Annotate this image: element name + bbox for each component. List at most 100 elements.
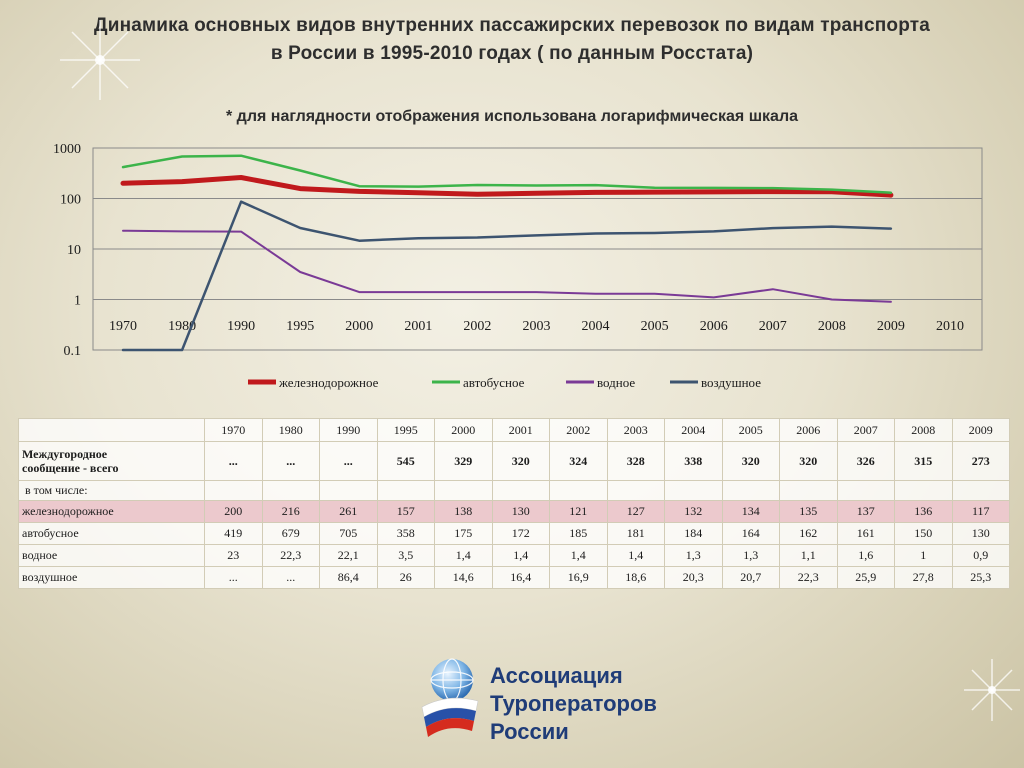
table-cell: 134: [721, 500, 780, 523]
data-table: 1970 1980 1990 1995 2000 2001 2002 2003 2004 2005…: [18, 418, 1010, 589]
table-cell: 18,6: [606, 566, 665, 589]
table-cell: 185: [549, 522, 608, 545]
table-cell: 20,3: [664, 566, 723, 589]
table-cell: 315: [894, 441, 953, 481]
table-cell: ...: [261, 441, 320, 481]
table-cell: 130: [951, 522, 1010, 545]
table-cell: ...: [204, 566, 263, 589]
table-cell: 1970: [204, 418, 263, 442]
table-cell: 1995: [376, 418, 435, 442]
row-label: Междугородное сообщение - всего: [18, 441, 205, 481]
table-cell: 2009: [951, 418, 1010, 442]
table-cell: 1,6: [836, 544, 895, 567]
table-cell: 679: [261, 522, 320, 545]
logo-line-2: Туроператоров: [490, 691, 657, 716]
table-cell: 338: [664, 441, 723, 481]
x-tick-label: 2000: [345, 319, 373, 334]
table-cell: 1,3: [721, 544, 780, 567]
x-tick-label: 2009: [877, 319, 905, 334]
row-label: в том числе:: [18, 480, 205, 501]
table-cell: 1,3: [664, 544, 723, 567]
row-label-line: Междугородное: [22, 447, 108, 461]
table-cell: ...: [319, 441, 378, 481]
x-tick-label: 2001: [404, 319, 432, 334]
table-cell: 705: [319, 522, 378, 545]
series-line-воздушное: [121, 200, 893, 352]
table-cell: 2006: [779, 418, 838, 442]
table-cell: 2001: [491, 418, 550, 442]
table-cell: 22,1: [319, 544, 378, 567]
table-cell: 328: [606, 441, 665, 481]
table-row: воздушное...... 86,4 26 14,6 16,4 16,9 18,6 20,…: [18, 566, 1010, 589]
y-tick-label: 1000: [53, 142, 81, 157]
y-tick-label: 0.1: [64, 344, 82, 359]
table-cell: 1: [894, 544, 953, 567]
x-tick-label: 1995: [286, 319, 314, 334]
sparkle-icon: [60, 20, 140, 100]
legend-label: железнодорожное: [278, 375, 379, 390]
table-cell: 1980: [261, 418, 320, 442]
table-cell: 22,3: [261, 544, 320, 567]
table-cell: 320: [491, 441, 550, 481]
table-cell: 329: [434, 441, 493, 481]
table-cell: 138: [434, 500, 493, 523]
table-row: автобусное 419 679 705 358 175 172 185 181 184 164…: [18, 522, 1010, 545]
x-tick-label: 2005: [641, 319, 669, 334]
row-label: воздушное: [18, 566, 205, 589]
table-cell: 2003: [606, 418, 665, 442]
table-cell: [779, 480, 838, 501]
logo-line-1: Ассоциация: [490, 663, 623, 688]
page-title: Динамика основных видов внутренних пасса…: [0, 12, 1024, 68]
title-line-2: в России в 1995-2010 годах ( по данным Р…: [270, 43, 754, 64]
table-cell: 2007: [836, 418, 895, 442]
table-cell: 14,6: [434, 566, 493, 589]
table-cell: [951, 480, 1010, 501]
table-cell: 216: [261, 500, 320, 523]
table-cell: 419: [204, 522, 263, 545]
x-tick-label: 2010: [936, 319, 964, 334]
table-cell: 121: [549, 500, 608, 523]
table-row-including: в том числе:: [18, 480, 1010, 501]
table-cell: 127: [606, 500, 665, 523]
table-cell: 164: [721, 522, 780, 545]
x-tick-label: 2003: [522, 319, 550, 334]
table-cell: [894, 480, 953, 501]
table-cell: 162: [779, 522, 838, 545]
table-cell: [491, 480, 550, 501]
table-cell: 2005: [721, 418, 780, 442]
table-cell: 22,3: [779, 566, 838, 589]
table-cell: 261: [319, 500, 378, 523]
table-cell: 135: [779, 500, 838, 523]
logo-line-3: России: [490, 719, 569, 744]
table-cell: 2004: [664, 418, 723, 442]
table-cell: 150: [894, 522, 953, 545]
table-cell: 184: [664, 522, 723, 545]
logo-text: Ассоциация Туроператоров России: [490, 662, 657, 746]
table-cell: 3,5: [376, 544, 435, 567]
legend-label: воздушное: [701, 375, 761, 390]
table-cell: [319, 480, 378, 501]
table-cell: 0,9: [951, 544, 1010, 567]
table-cell: 200: [204, 500, 263, 523]
table-cell: 1,4: [549, 544, 608, 567]
table-cell: [261, 480, 320, 501]
table-cell: 2008: [894, 418, 953, 442]
table-cell: 358: [376, 522, 435, 545]
table-cell: 23: [204, 544, 263, 567]
series-line-автобусное: [121, 154, 893, 194]
table-header-row: 1970 1980 1990 1995 2000 2001 2002 2003 2004 2005…: [18, 418, 1010, 442]
series-line-железнодорожное: [120, 175, 894, 198]
table-cell: 161: [836, 522, 895, 545]
table-cell: 27,8: [894, 566, 953, 589]
table-cell: 1,4: [434, 544, 493, 567]
y-tick-label: 100: [60, 193, 81, 208]
table-cell: [606, 480, 665, 501]
table-cell: ...: [261, 566, 320, 589]
title-line-1: Динамика основных видов внутренних пасса…: [93, 15, 931, 36]
table-cell: 136: [894, 500, 953, 523]
table-cell: 20,7: [721, 566, 780, 589]
table-cell: 1990: [319, 418, 378, 442]
table-cell: 324: [549, 441, 608, 481]
x-tick-label: 2004: [582, 319, 610, 334]
